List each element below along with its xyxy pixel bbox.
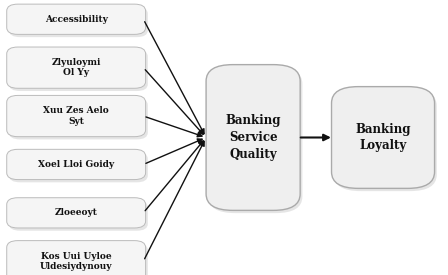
FancyBboxPatch shape	[208, 67, 302, 213]
FancyBboxPatch shape	[7, 47, 146, 88]
FancyBboxPatch shape	[9, 50, 148, 91]
Text: Banking
Loyalty: Banking Loyalty	[355, 122, 411, 153]
FancyBboxPatch shape	[9, 152, 148, 182]
FancyBboxPatch shape	[206, 65, 300, 210]
FancyBboxPatch shape	[9, 7, 148, 37]
Text: Zlyuloymi
Ol Yy: Zlyuloymi Ol Yy	[52, 58, 101, 77]
FancyBboxPatch shape	[332, 87, 435, 188]
FancyBboxPatch shape	[7, 198, 146, 228]
FancyBboxPatch shape	[9, 98, 148, 139]
FancyBboxPatch shape	[9, 243, 148, 275]
Text: Xuu Zes Aelo
Syt: Xuu Zes Aelo Syt	[43, 106, 109, 126]
FancyBboxPatch shape	[7, 241, 146, 275]
Text: Zloeeoyt: Zloeeoyt	[55, 208, 98, 217]
Text: Xoel Lloi Goidy: Xoel Lloi Goidy	[38, 160, 114, 169]
FancyBboxPatch shape	[9, 200, 148, 231]
Text: Accessibility: Accessibility	[45, 15, 108, 24]
FancyBboxPatch shape	[334, 89, 437, 191]
FancyBboxPatch shape	[7, 149, 146, 180]
FancyBboxPatch shape	[7, 95, 146, 137]
Text: Kos Uui Uyloe
Uldesiydynouy: Kos Uui Uyloe Uldesiydynouy	[40, 252, 112, 271]
FancyBboxPatch shape	[7, 4, 146, 34]
Text: Banking
Service
Quality: Banking Service Quality	[225, 114, 281, 161]
